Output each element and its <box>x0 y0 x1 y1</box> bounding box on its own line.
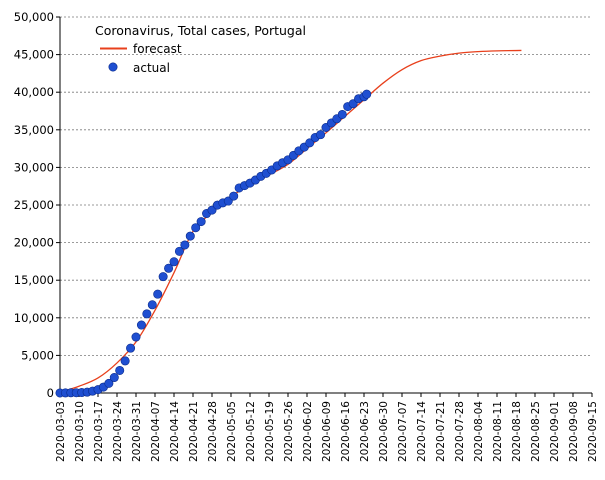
actual-point <box>185 231 195 241</box>
actual-point <box>180 240 190 250</box>
forecast-line <box>59 49 522 393</box>
actual-point <box>164 263 174 273</box>
x-tick-label: 2020-07-14 <box>416 401 428 462</box>
x-tick-label: 2020-06-16 <box>340 401 352 462</box>
actual-point <box>174 246 184 256</box>
x-tick-label: 2020-05-05 <box>226 401 238 462</box>
x-tick-label: 2020-08-11 <box>492 401 504 462</box>
actual-point <box>362 89 372 99</box>
x-tick-label: 2020-09-15 <box>587 401 599 462</box>
actual-point <box>158 272 168 282</box>
x-tick-label: 2020-03-24 <box>112 401 124 462</box>
legend: Coronavirus, Total cases, Portugal forec… <box>95 23 306 75</box>
actual-point <box>229 191 239 201</box>
x-tick-label: 2020-04-21 <box>188 401 200 462</box>
y-tick-label: 20,000 <box>14 236 54 250</box>
x-tick-label: 2020-09-01 <box>549 401 561 462</box>
legend-actual-label: actual <box>133 61 170 75</box>
actual-point <box>136 320 146 330</box>
actual-point <box>305 138 315 148</box>
actual-point <box>142 309 152 319</box>
x-tick-label: 2020-08-25 <box>530 401 542 462</box>
x-tick-label: 2020-03-03 <box>55 401 67 462</box>
x-tick-label: 2020-05-26 <box>283 401 295 462</box>
series-forecast <box>59 49 522 393</box>
x-tick-label: 2020-08-04 <box>473 401 485 462</box>
x-tick-label: 2020-05-12 <box>245 401 257 462</box>
x-tick-label: 2020-08-18 <box>511 401 523 462</box>
x-tick-label: 2020-06-23 <box>359 401 371 462</box>
chart-title: Coronavirus, Total cases, Portugal <box>95 23 306 38</box>
legend-forecast-label: forecast <box>133 42 182 56</box>
y-tick-label: 40,000 <box>14 85 54 99</box>
actual-point <box>191 223 201 233</box>
y-tick-label: 5,000 <box>21 348 54 362</box>
x-tick-label: 2020-07-07 <box>397 401 409 462</box>
x-tick-label: 2020-06-02 <box>302 401 314 462</box>
x-tick-label: 2020-07-21 <box>435 401 447 462</box>
x-tick-label: 2020-04-28 <box>207 401 219 462</box>
x-tick-label: 2020-05-19 <box>264 401 276 462</box>
actual-point <box>169 257 179 267</box>
x-tick-label: 2020-04-14 <box>169 401 181 462</box>
actual-point <box>109 373 119 383</box>
y-tick-label: 35,000 <box>14 123 54 137</box>
y-tick-label: 10,000 <box>14 311 54 325</box>
y-axis-ticks: 0 5,000 10,000 15,000 20,000 25,000 30,000 35,0… <box>14 10 60 400</box>
actual-point <box>147 300 157 310</box>
actual-point <box>115 365 125 375</box>
actual-point <box>316 130 326 140</box>
x-tick-label: 2020-07-28 <box>454 401 466 462</box>
legend-actual-marker <box>108 62 118 72</box>
series-actual <box>55 89 372 398</box>
x-tick-label: 2020-03-17 <box>93 401 105 462</box>
actual-point <box>104 378 114 388</box>
x-tick-label: 2020-03-10 <box>74 401 86 462</box>
x-tick-label: 2020-03-31 <box>131 401 143 462</box>
x-tick-label: 2020-09-08 <box>568 401 580 462</box>
y-tick-label: 30,000 <box>14 160 54 174</box>
x-axis-ticks: 2020-03-03 2020-03-10 2020-03-17 2020-03-24… <box>55 393 599 462</box>
actual-point <box>126 343 136 353</box>
actual-point <box>153 289 163 299</box>
y-tick-label: 50,000 <box>14 10 54 24</box>
y-tick-label: 15,000 <box>14 273 54 287</box>
actual-point <box>196 217 206 227</box>
y-tick-label: 25,000 <box>14 198 54 212</box>
y-tick-label: 45,000 <box>14 48 54 62</box>
y-tick-label: 0 <box>47 386 54 400</box>
x-tick-label: 2020-06-09 <box>321 401 333 462</box>
x-tick-label: 2020-06-30 <box>378 401 390 462</box>
actual-point <box>120 356 130 366</box>
actual-point <box>131 332 141 342</box>
actual-point <box>337 109 347 119</box>
x-tick-label: 2020-04-07 <box>150 401 162 462</box>
